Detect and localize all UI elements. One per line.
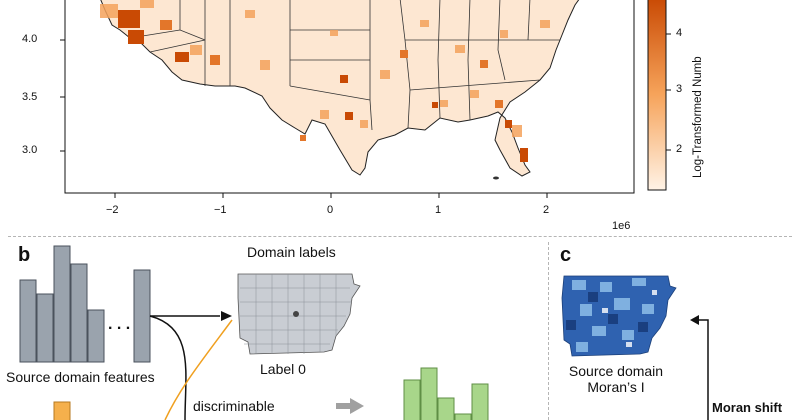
x-multiplier: 1e6: [612, 220, 631, 232]
panel-c: c Source domain: [552, 238, 800, 420]
top-map-panel: 4.0 3.5 3.0: [22, 0, 704, 232]
colorbar-tick-label: 3: [676, 83, 683, 95]
panel-letter-b: b: [18, 244, 31, 266]
x-tick-label: −1: [214, 204, 227, 216]
us-county-map: [60, 0, 671, 198]
panel-c-graphic: [561, 275, 709, 420]
y-tick-label: 4.0: [22, 33, 38, 45]
caption-line1: Source domain: [568, 363, 664, 379]
panel-letter-c: c: [560, 244, 572, 266]
colorbar-tick-label: 4: [676, 27, 683, 39]
domain-labels-title: Domain labels: [247, 244, 336, 260]
panel-b: b Domain labels: [0, 238, 548, 420]
x-tick-label: 1: [435, 204, 442, 216]
x-tick-label: 2: [543, 204, 550, 216]
moran-shift-label: Moran shift: [712, 400, 783, 415]
us-outline: [100, 0, 580, 177]
panel-b-graphic: [19, 245, 489, 420]
discriminable-label: discriminable: [193, 398, 275, 414]
horizontal-separator: [8, 236, 792, 237]
y-tick-label: 3.0: [22, 144, 38, 156]
x-tick-label: 0: [327, 204, 334, 216]
source-domain-caption: Source domain Moran’s I: [552, 363, 680, 395]
colorbar: [647, 0, 667, 191]
label-0: Label 0: [260, 361, 306, 377]
ellipsis-dots: . . .: [108, 316, 131, 333]
colorbar-label: Log-Transformed Numb: [692, 56, 704, 178]
y-tick-label: 3.5: [22, 91, 38, 103]
source-features-label: Source domain features: [6, 369, 155, 385]
x-tick-label: −2: [106, 204, 119, 216]
caption-line2: Moran’s I: [587, 379, 645, 395]
vertical-separator: [548, 242, 549, 420]
colorbar-tick-label: 2: [676, 143, 683, 155]
